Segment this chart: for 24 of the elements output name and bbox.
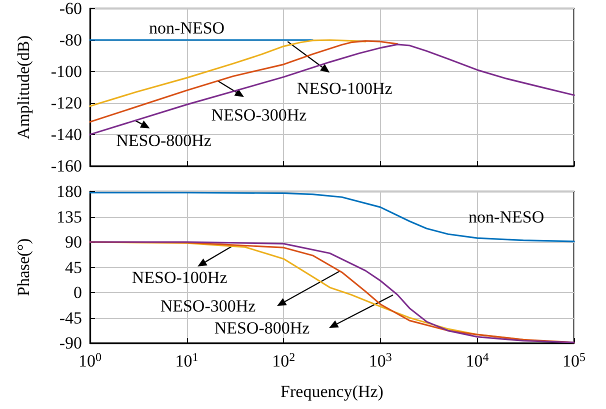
y-tick-label: 135 [56,207,82,226]
y-tick-label: -160 [50,156,82,176]
y-tick-label: -80 [59,30,82,50]
annotation: NESO-800Hz [214,318,310,338]
annotation: NESO-300Hz [160,296,256,316]
y-tick-label: -90 [59,334,82,352]
annotation: NESO-100Hz [296,79,393,98]
annotation: non-NESO [468,208,544,227]
y-tick-label: -120 [50,94,82,112]
x-axis-title: Frequency(Hz) [280,382,384,401]
y-tick-label: 45 [65,258,82,277]
y-tick-label: -140 [50,125,82,144]
annotation: NESO-100Hz [132,268,228,287]
y-tick-label: 0 [74,283,82,302]
y-tick-label: 180 [56,182,82,201]
annotation: non-NESO [149,18,225,38]
annotation: NESO-300Hz [211,105,308,124]
y-axis-title: Amplitude(dB) [14,35,33,140]
y-tick-label: 90 [65,232,82,252]
y-tick-label: -100 [50,62,82,81]
annotation: NESO-800Hz [116,130,212,150]
y-tick-label: -45 [59,308,82,328]
y-axis-title: Phase(°) [14,238,33,296]
y-tick-label: -60 [59,0,82,18]
